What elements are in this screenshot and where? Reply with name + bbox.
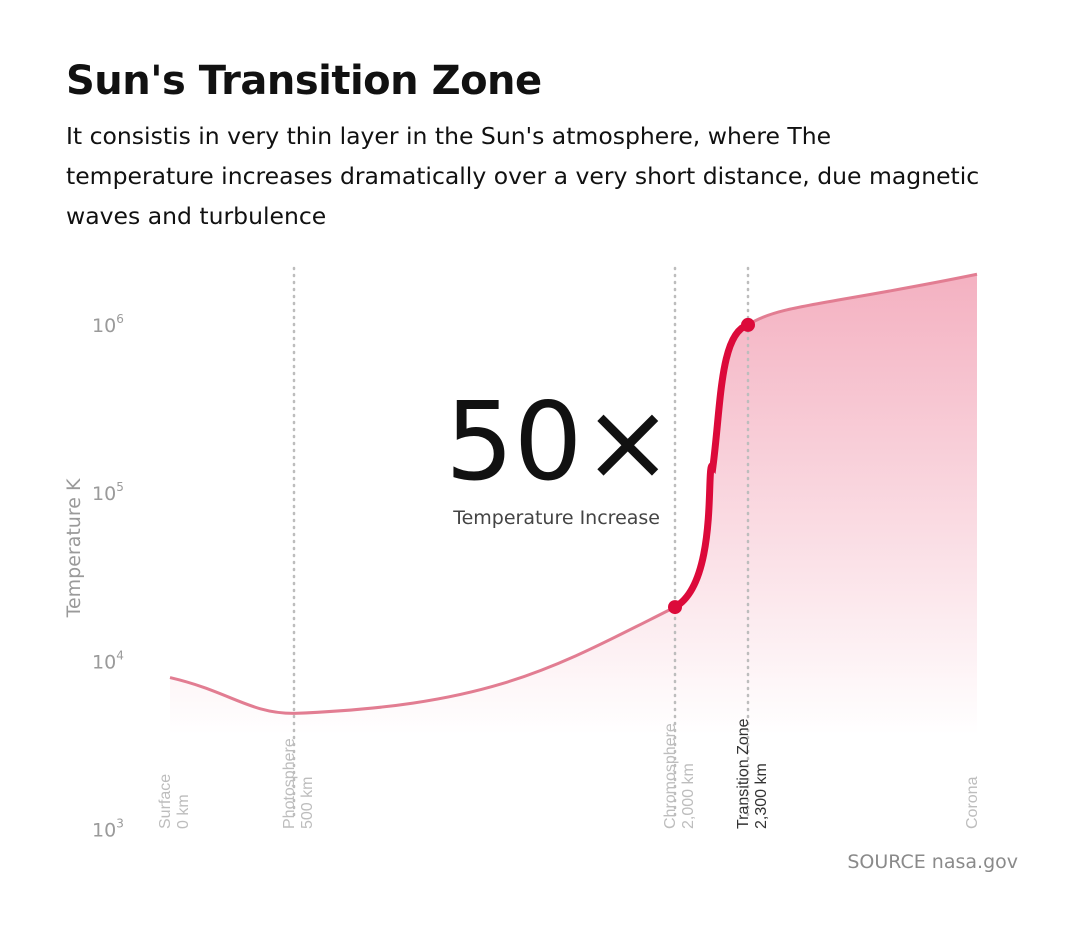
transition-segment <box>671 321 752 611</box>
layer-distance-label: 2,000 km <box>680 763 697 829</box>
y-tick-label: 105 <box>92 480 124 505</box>
layer-label-group: Photosphere 500 km <box>281 738 316 829</box>
layer-label-group: Surface 0 km <box>157 774 192 829</box>
chart-subtitle: It consistis in very thin layer in the S… <box>66 122 980 230</box>
y-tick-label: 103 <box>92 817 124 842</box>
layer-distance-label: 500 km <box>299 777 316 829</box>
layer-name-label: Corona <box>964 776 981 829</box>
y-axis-label: Temperature K <box>63 478 85 618</box>
layer-label-group: Transition Zone 2,300 km <box>735 718 770 829</box>
layer-name-label: Transition Zone <box>735 718 752 829</box>
layer-name-label: Photosphere <box>281 738 298 829</box>
layer-distance-label: 0 km <box>175 794 192 829</box>
y-tick-label: 104 <box>92 648 124 673</box>
data-point <box>741 317 755 332</box>
temperature-area <box>170 274 977 735</box>
y-tick-label: 106 <box>92 312 124 337</box>
source-note: SOURCE nasa.gov <box>847 851 1018 873</box>
data-point <box>668 600 682 615</box>
layer-name-label: Chromosphere <box>662 723 679 829</box>
annotation-value: 50× <box>445 380 673 505</box>
annotation-label: Temperature Increase <box>452 507 660 529</box>
layer-distance-label: 2,300 km <box>753 763 770 829</box>
chart-title: Sun's Transition Zone <box>66 58 542 104</box>
layer-label-group: Corona <box>964 776 981 829</box>
layer-name-label: Surface <box>157 774 174 829</box>
layer-label-group: Chromosphere 2,000 km <box>662 723 697 829</box>
